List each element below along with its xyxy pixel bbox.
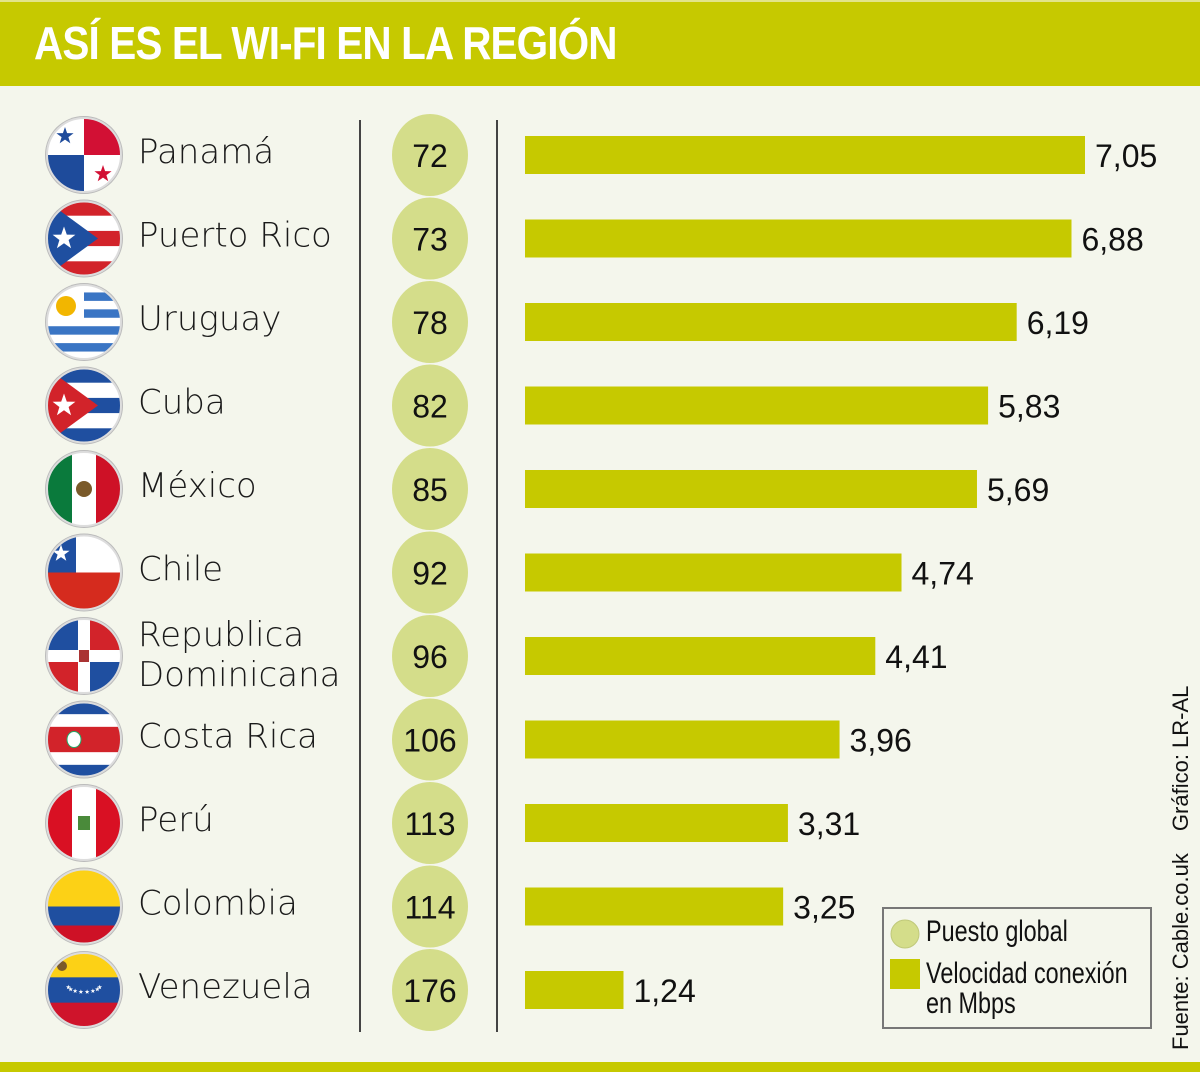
rank-label: 78 xyxy=(412,305,448,341)
rank-label: 113 xyxy=(404,806,455,842)
rank-circle xyxy=(392,531,468,614)
speed-value-label: 6,19 xyxy=(1027,305,1089,341)
rank-circle xyxy=(392,448,468,530)
flag-chile-icon xyxy=(45,533,123,612)
country-name: Republica Dominicana xyxy=(138,615,340,695)
country-name-line: Dominicana xyxy=(138,655,340,695)
speed-value-label: 6,88 xyxy=(1081,222,1143,258)
rank-circle xyxy=(392,615,468,697)
country-name: México xyxy=(138,466,257,506)
flag-venezuela-icon xyxy=(45,951,123,1029)
legend-label-rank: Puesto global xyxy=(926,915,1068,948)
rank-circle xyxy=(392,364,468,447)
rank-label: 96 xyxy=(412,639,448,675)
speed-value-label: 7,05 xyxy=(1095,138,1157,174)
country-name: Venezuela xyxy=(138,967,313,1007)
speed-value-label: 5,83 xyxy=(998,389,1060,425)
legend: Puesto global Velocidad conexión en Mbps xyxy=(882,907,1152,1029)
rank-label: 72 xyxy=(412,138,448,174)
country-name-line: Republica xyxy=(138,615,304,655)
legend-circle-icon xyxy=(890,919,920,949)
flag-colombia-icon xyxy=(45,867,123,946)
speed-bar xyxy=(525,971,624,1009)
rank-circle xyxy=(392,281,468,363)
rank-circle xyxy=(392,782,468,864)
speed-bar xyxy=(525,720,840,759)
speed-bar xyxy=(525,303,1017,341)
rank-circle xyxy=(392,865,468,948)
rank-circle xyxy=(392,698,468,781)
rank-circle xyxy=(392,197,468,280)
speed-bar xyxy=(525,553,902,592)
source-text: Fuente: Cable.co.uk xyxy=(1168,853,1193,1050)
speed-value-label: 3,96 xyxy=(850,723,912,759)
speed-value-label: 3,31 xyxy=(798,806,860,842)
rank-circle xyxy=(392,949,468,1031)
footer-band xyxy=(0,1062,1200,1072)
legend-square-icon xyxy=(890,959,920,989)
source-credit: Fuente: Cable.co.uk Gráfico: LR-AL xyxy=(1168,664,1194,1050)
legend-label-speed: Velocidad conexión en Mbps xyxy=(926,957,1128,1020)
speed-bar xyxy=(525,470,977,508)
speed-value-label: 4,41 xyxy=(885,639,947,675)
country-name: Puerto Rico xyxy=(138,216,332,256)
rank-circle xyxy=(392,114,468,196)
divider-line xyxy=(359,120,361,1032)
speed-value-label: 5,69 xyxy=(987,472,1049,508)
speed-bar xyxy=(525,887,784,926)
speed-value-label: 3,25 xyxy=(793,890,855,926)
divider-line xyxy=(496,120,498,1032)
flag-mexico-icon xyxy=(45,450,123,528)
flag-puerto-rico-icon xyxy=(45,199,123,278)
rank-label: 85 xyxy=(412,472,448,508)
country-name: Cuba xyxy=(138,383,226,423)
speed-bar xyxy=(525,637,876,675)
country-name: Panamá xyxy=(138,132,274,172)
speed-value-label: 1,24 xyxy=(633,973,695,1009)
graphic-credit: Gráfico: LR-AL xyxy=(1168,685,1193,832)
speed-bar xyxy=(525,136,1085,174)
speed-bar xyxy=(525,386,989,425)
flag-dominican-republic-icon xyxy=(45,617,123,695)
rank-label: 114 xyxy=(404,890,455,926)
flag-uruguay-icon xyxy=(45,283,123,361)
flag-cuba-icon xyxy=(45,366,123,445)
country-name: Chile xyxy=(138,550,223,590)
header-band: ASÍ ES EL WI-FI EN LA REGIÓN xyxy=(0,0,1200,86)
speed-value-label: 4,74 xyxy=(912,556,974,592)
rank-label: 82 xyxy=(412,389,448,425)
flag-costa-rica-icon xyxy=(45,700,123,779)
speed-bar xyxy=(525,219,1072,258)
speed-bar xyxy=(525,804,788,842)
flag-panama-icon xyxy=(45,116,123,194)
rank-label: 92 xyxy=(412,556,448,592)
rank-label: 73 xyxy=(412,222,448,258)
rank-label: 106 xyxy=(403,723,456,759)
chart-title: ASÍ ES EL WI-FI EN LA REGIÓN xyxy=(34,17,617,69)
country-name: Costa Rica xyxy=(138,717,318,757)
rank-label: 176 xyxy=(403,973,456,1009)
country-name: Uruguay xyxy=(138,299,281,339)
flag-peru-icon xyxy=(45,784,123,862)
country-name: Colombia xyxy=(138,884,298,924)
country-name: Perú xyxy=(138,800,214,840)
